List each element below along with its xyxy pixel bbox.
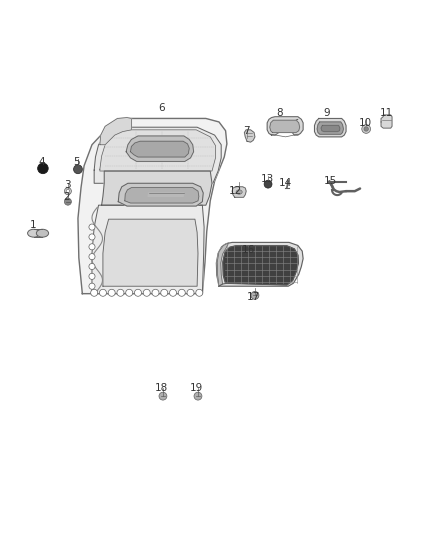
Text: 19: 19 <box>190 383 203 393</box>
Polygon shape <box>381 115 392 128</box>
Circle shape <box>89 244 95 250</box>
Circle shape <box>251 292 259 300</box>
Text: 5: 5 <box>73 157 80 167</box>
Circle shape <box>194 392 202 400</box>
Polygon shape <box>126 136 194 161</box>
Text: 11: 11 <box>380 108 393 118</box>
Circle shape <box>64 188 71 195</box>
Circle shape <box>152 289 159 296</box>
Text: 10: 10 <box>359 118 372 128</box>
Polygon shape <box>94 127 221 183</box>
Text: 13: 13 <box>261 174 274 184</box>
Text: 1: 1 <box>29 220 36 230</box>
Text: 12: 12 <box>229 186 242 196</box>
Polygon shape <box>321 125 340 132</box>
Text: 2: 2 <box>63 192 70 203</box>
Polygon shape <box>314 118 346 137</box>
Circle shape <box>108 289 115 296</box>
Circle shape <box>74 165 82 174</box>
Circle shape <box>134 289 141 296</box>
Polygon shape <box>217 243 229 286</box>
Polygon shape <box>118 183 203 206</box>
Text: 17: 17 <box>247 292 260 302</box>
Circle shape <box>117 289 124 296</box>
Circle shape <box>161 289 168 296</box>
Circle shape <box>66 189 70 193</box>
Circle shape <box>170 289 177 296</box>
Polygon shape <box>100 118 131 145</box>
Polygon shape <box>103 219 198 286</box>
Circle shape <box>364 127 368 131</box>
Text: 7: 7 <box>243 126 250 136</box>
Text: 8: 8 <box>276 108 283 118</box>
Polygon shape <box>270 120 300 133</box>
Text: 9: 9 <box>323 108 330 118</box>
Polygon shape <box>148 193 184 197</box>
Text: 18: 18 <box>155 383 168 393</box>
Circle shape <box>89 224 95 230</box>
Polygon shape <box>78 118 227 294</box>
Circle shape <box>89 273 95 279</box>
Polygon shape <box>131 141 189 157</box>
Text: 6: 6 <box>158 103 165 113</box>
Polygon shape <box>317 122 343 134</box>
Circle shape <box>38 163 48 174</box>
Circle shape <box>159 392 167 400</box>
Circle shape <box>264 180 272 188</box>
Circle shape <box>89 263 95 270</box>
Circle shape <box>362 125 371 133</box>
Text: 4: 4 <box>38 157 45 167</box>
Text: 14: 14 <box>279 178 292 188</box>
Circle shape <box>99 289 106 296</box>
Ellipse shape <box>28 229 40 237</box>
Polygon shape <box>100 130 215 171</box>
Polygon shape <box>125 188 199 203</box>
Circle shape <box>64 198 71 205</box>
Polygon shape <box>223 246 298 285</box>
Polygon shape <box>267 117 303 135</box>
Circle shape <box>89 283 95 289</box>
Circle shape <box>196 289 203 296</box>
Circle shape <box>91 289 98 296</box>
Text: 3: 3 <box>64 180 71 190</box>
Circle shape <box>89 254 95 260</box>
Circle shape <box>178 289 185 296</box>
Circle shape <box>143 289 150 296</box>
Circle shape <box>89 234 95 240</box>
Polygon shape <box>244 130 255 142</box>
Ellipse shape <box>236 190 242 194</box>
Circle shape <box>126 289 133 296</box>
Polygon shape <box>92 205 204 294</box>
Circle shape <box>187 289 194 296</box>
Polygon shape <box>232 187 246 197</box>
Polygon shape <box>102 171 212 205</box>
Text: 15: 15 <box>324 176 337 186</box>
Polygon shape <box>216 243 303 286</box>
Ellipse shape <box>36 229 49 237</box>
Text: 16: 16 <box>242 245 255 255</box>
